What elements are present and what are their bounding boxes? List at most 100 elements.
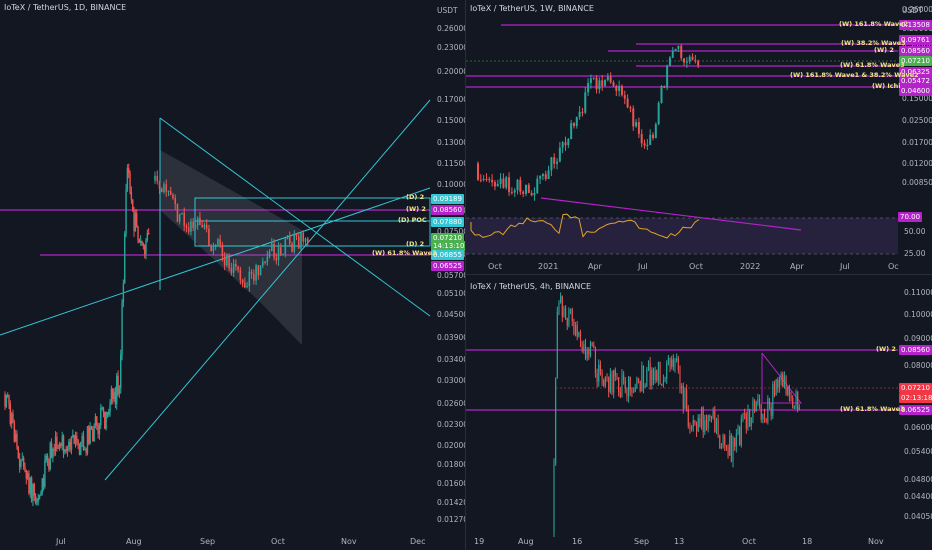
weekly-candle-body — [493, 182, 496, 187]
daily-candle-b-body — [232, 263, 235, 273]
daily-candle-a-body — [105, 412, 107, 429]
weekly-candle-body — [652, 134, 655, 138]
4h-price-tick: 0.04050 — [904, 512, 932, 521]
daily-candle-a-body — [13, 422, 16, 442]
weekly-price-tag: 0.06325 — [899, 67, 932, 77]
4h-candle-body — [707, 415, 709, 429]
daily-chart-canvas[interactable] — [0, 0, 465, 550]
4h-price-tick: 0.08000 — [904, 361, 932, 370]
4h-candle-body — [619, 392, 621, 397]
4h-candle-body — [560, 296, 562, 303]
daily-candle-a-body — [57, 447, 59, 449]
daily-candle-b-body — [210, 245, 212, 251]
weekly-candle-body — [550, 157, 553, 171]
daily-candle-a-body — [124, 233, 126, 284]
daily-candle-b-body — [167, 190, 170, 192]
daily-candle-a-body — [56, 436, 58, 448]
chart-pane-daily[interactable]: IoTeX / TetherUS, 1D, BINANCE USDT 0.260… — [0, 0, 465, 550]
4h-candle-body — [785, 376, 787, 395]
chart-pane-4h[interactable]: IoTeX / TetherUS, 4h, BINANCE 0.11000 0.1… — [466, 275, 932, 550]
4h-candle-body — [749, 409, 751, 427]
daily-candle-a-body — [62, 435, 65, 453]
weekly-candle-body — [618, 85, 621, 91]
4h-candle-body — [629, 376, 631, 390]
weekly-candle-body — [567, 138, 570, 146]
4h-chart-canvas[interactable] — [466, 275, 932, 550]
4h-candle-body — [724, 435, 726, 446]
weekly-chart-canvas[interactable] — [466, 0, 932, 274]
weekly-time-tick: Jul — [840, 262, 850, 271]
daily-candle-a-body — [42, 478, 45, 487]
4h-candle-body — [715, 419, 718, 433]
weekly-candle-body — [635, 122, 638, 127]
daily-candle-b-body — [282, 254, 284, 256]
4h-candle-body — [795, 391, 797, 408]
4h-candle-body — [601, 372, 603, 381]
daily-level-annotation: (W) 2 — [406, 205, 426, 213]
weekly-candle-body — [697, 60, 700, 66]
daily-candle-a-body — [33, 483, 35, 496]
4h-candle-body — [613, 369, 615, 393]
daily-candle-a-body — [60, 443, 62, 446]
weekly-candle-body — [477, 163, 479, 180]
weekly-candle-body — [510, 192, 513, 194]
weekly-time-tick: 2021 — [538, 262, 559, 271]
daily-candle-a-body — [147, 233, 150, 235]
weekly-candle-body — [691, 56, 694, 60]
4h-candle-body — [652, 369, 655, 381]
daily-candle-b-body — [190, 221, 192, 232]
4h-candle-body — [719, 434, 721, 449]
daily-candle-a-body — [48, 461, 50, 470]
pane-divider-vertical[interactable] — [465, 0, 466, 550]
4h-candle-body — [760, 404, 762, 420]
4h-time-tick: 16 — [572, 537, 583, 546]
daily-candle-b-body — [306, 238, 309, 243]
daily-chart-title: IoTeX / TetherUS, 1D, BINANCE — [4, 3, 127, 12]
rsi-tick: 50.00 — [904, 227, 926, 236]
4h-candle-body — [609, 373, 611, 392]
4h-candle-body — [669, 357, 671, 367]
weekly-price-tick: 0.26000 — [902, 5, 932, 14]
daily-level-annotation: (D) 2 — [406, 240, 425, 248]
weekly-candle-body — [564, 142, 567, 146]
daily-candle-a-body — [24, 466, 26, 471]
4h-candle-body — [783, 376, 785, 388]
weekly-level-annotation: (W) 161.8% Wave1 & 38.2% Wave2 — [790, 71, 919, 79]
4h-candle-body — [596, 373, 598, 382]
weekly-candle-body — [561, 142, 564, 148]
weekly-candle-body — [491, 179, 494, 183]
value-area-box — [194, 197, 431, 247]
4h-candle-body — [563, 308, 565, 317]
daily-candle-a-body — [129, 173, 131, 192]
weekly-candle-body — [575, 116, 578, 127]
weekly-price-tick: 0.15000 — [902, 94, 932, 103]
chart-pane-weekly[interactable]: IoTeX / TetherUS, 1W, BINANCE USDT 0.260… — [466, 0, 932, 274]
weekly-candle-body — [533, 192, 536, 196]
daily-candle-a-body — [77, 440, 79, 445]
daily-candle-a-body — [85, 449, 87, 454]
daily-candle-a-body — [45, 455, 47, 460]
weekly-time-tick: Jul — [638, 262, 648, 271]
pane-divider-horizontal[interactable] — [466, 274, 932, 275]
daily-candle-a-body — [81, 435, 83, 443]
daily-candle-a-body — [92, 429, 94, 442]
daily-candle-b-body — [169, 190, 172, 195]
rsi-divergence-line — [540, 197, 802, 231]
weekly-candle-body — [666, 65, 669, 88]
daily-candle-a-body — [18, 458, 21, 467]
4h-candle-body — [770, 407, 772, 417]
4h-candle-body — [773, 383, 776, 396]
weekly-candle-body — [606, 76, 609, 81]
4h-candle-body — [694, 420, 696, 424]
4h-price-tag: 0.08560 — [899, 345, 932, 355]
daily-candle-a-body — [98, 425, 101, 435]
4h-candle-body — [792, 398, 794, 409]
daily-candle-b-body — [297, 236, 300, 249]
daily-candle-a-body — [145, 239, 147, 254]
4h-candle-body — [775, 379, 777, 396]
daily-candle-a-body — [4, 394, 6, 407]
4h-candle-body — [705, 420, 708, 429]
weekly-candle-body — [663, 86, 666, 88]
weekly-price-tick: 0.01700 — [902, 138, 932, 147]
4h-candle-body — [657, 361, 659, 381]
